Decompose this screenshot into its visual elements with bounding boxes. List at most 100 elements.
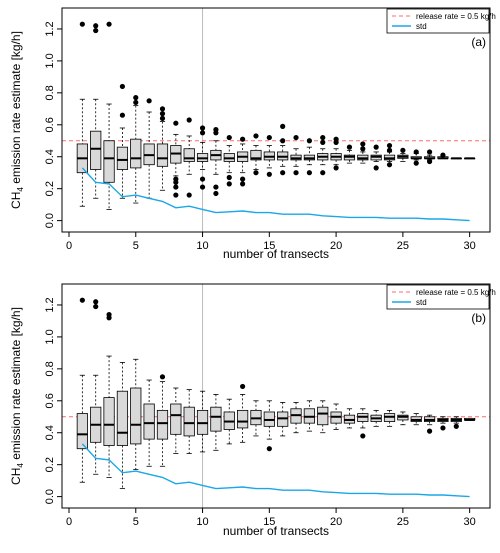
box-16 xyxy=(277,123,289,176)
box-22 xyxy=(357,141,369,164)
box-1 xyxy=(76,21,88,207)
outlier-point xyxy=(173,176,179,182)
x-tick-label: 5 xyxy=(133,240,139,252)
box-body xyxy=(116,146,129,170)
outlier-point xyxy=(199,130,206,136)
box-30 xyxy=(464,417,476,421)
x-tick-label: 10 xyxy=(196,516,208,528)
y-tick-label: 0.2 xyxy=(44,457,56,472)
outlier-point xyxy=(386,162,393,168)
std-line xyxy=(81,443,470,498)
outlier-point xyxy=(199,184,206,190)
box-17 xyxy=(290,401,302,434)
box-25 xyxy=(397,411,409,426)
y-tick-label: 1.0 xyxy=(44,329,56,344)
y-tick-label: 0.0 xyxy=(44,489,56,504)
box-body xyxy=(183,148,195,162)
x-axis-title: number of transects xyxy=(223,247,329,261)
box-6 xyxy=(143,379,155,467)
outlier-point xyxy=(213,190,219,197)
outlier-point xyxy=(79,21,85,27)
box-19 xyxy=(317,400,329,434)
outlier-point xyxy=(333,165,339,171)
outlier-point xyxy=(146,98,152,104)
box-26 xyxy=(410,413,422,426)
box-body xyxy=(116,390,129,446)
outlier-point xyxy=(373,144,379,150)
legend-label-release-rate: release rate = 0.5 kg/h xyxy=(416,288,496,297)
outlier-point xyxy=(253,133,259,139)
y-axis-title: CH4 emission rate estimate [kg/h] xyxy=(9,31,25,209)
outlier-point xyxy=(106,311,112,318)
outlier-point xyxy=(426,428,433,434)
legend-label-std: std xyxy=(416,298,427,307)
x-tick-label: 10 xyxy=(196,240,208,252)
box-13 xyxy=(237,383,249,443)
box-16 xyxy=(277,401,289,437)
y-tick-label: 0.8 xyxy=(44,85,56,100)
panel-a: 0 5 10 15 20 25 30 0.0 0.2 0.4 0.6 0.8 1.0 1.2 number … xyxy=(9,7,496,261)
x-tick-label: 25 xyxy=(397,516,409,528)
box-18 xyxy=(303,400,315,432)
outlier-point xyxy=(199,125,206,131)
box-body xyxy=(250,149,262,161)
box-22 xyxy=(357,408,369,439)
x-tick-label: 30 xyxy=(464,240,476,252)
std-line xyxy=(81,167,470,222)
outlier-point xyxy=(333,136,339,142)
box-15 xyxy=(263,400,275,452)
outlier-point xyxy=(119,83,126,90)
box-10 xyxy=(196,125,209,190)
y-tick-label: 1.2 xyxy=(44,21,56,36)
y-tick-label: 0.4 xyxy=(44,149,56,164)
box-4 xyxy=(116,83,129,199)
box-29 xyxy=(450,416,462,429)
legend-box xyxy=(386,8,490,34)
outlier-point xyxy=(266,171,272,177)
outlier-point xyxy=(240,136,246,142)
x-tick-label: 0 xyxy=(66,516,72,528)
outlier-point xyxy=(293,134,299,141)
outlier-point xyxy=(93,299,99,305)
outlier-point xyxy=(386,147,393,153)
box-body xyxy=(130,138,142,169)
box-24 xyxy=(383,142,396,168)
plot-frame xyxy=(61,283,491,509)
legend-label-std: std xyxy=(416,22,427,31)
outlier-point xyxy=(266,134,272,141)
plot-frame xyxy=(61,7,491,233)
outlier-point xyxy=(159,111,166,117)
outlier-point xyxy=(213,184,219,190)
outlier-point xyxy=(226,174,232,181)
x-tick-label: 20 xyxy=(330,516,342,528)
box-15 xyxy=(263,134,275,177)
box-11 xyxy=(210,126,222,197)
box-body xyxy=(210,406,222,432)
outlier-point xyxy=(360,141,366,147)
box-2 xyxy=(90,23,102,199)
outlier-point xyxy=(386,142,393,149)
outlier-point xyxy=(426,158,433,165)
y-tick-label: 1.2 xyxy=(44,297,56,312)
box-23 xyxy=(370,409,382,427)
outlier-point xyxy=(133,99,139,106)
outlier-point xyxy=(119,112,126,118)
box-1 xyxy=(76,297,88,483)
box-10 xyxy=(196,390,209,453)
x-tick-label: 25 xyxy=(397,240,409,252)
outlier-point xyxy=(280,138,286,144)
box-20 xyxy=(330,136,342,171)
box-26 xyxy=(410,149,422,166)
box-5 xyxy=(130,95,142,204)
box-21 xyxy=(343,408,356,429)
outlier-point xyxy=(159,106,166,112)
outlier-point xyxy=(199,176,206,182)
x-tick-label: 15 xyxy=(263,240,275,252)
outlier-point xyxy=(133,95,139,101)
box-body xyxy=(170,403,182,435)
box-27 xyxy=(423,149,436,165)
box-25 xyxy=(397,147,409,162)
box-12 xyxy=(223,398,235,445)
